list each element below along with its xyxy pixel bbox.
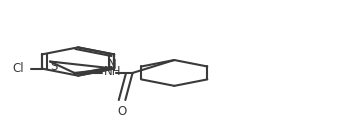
Text: Cl: Cl [12,62,24,75]
Text: O: O [117,105,126,118]
Text: N: N [108,58,117,71]
Text: S: S [50,60,57,73]
Text: NH: NH [103,65,121,78]
